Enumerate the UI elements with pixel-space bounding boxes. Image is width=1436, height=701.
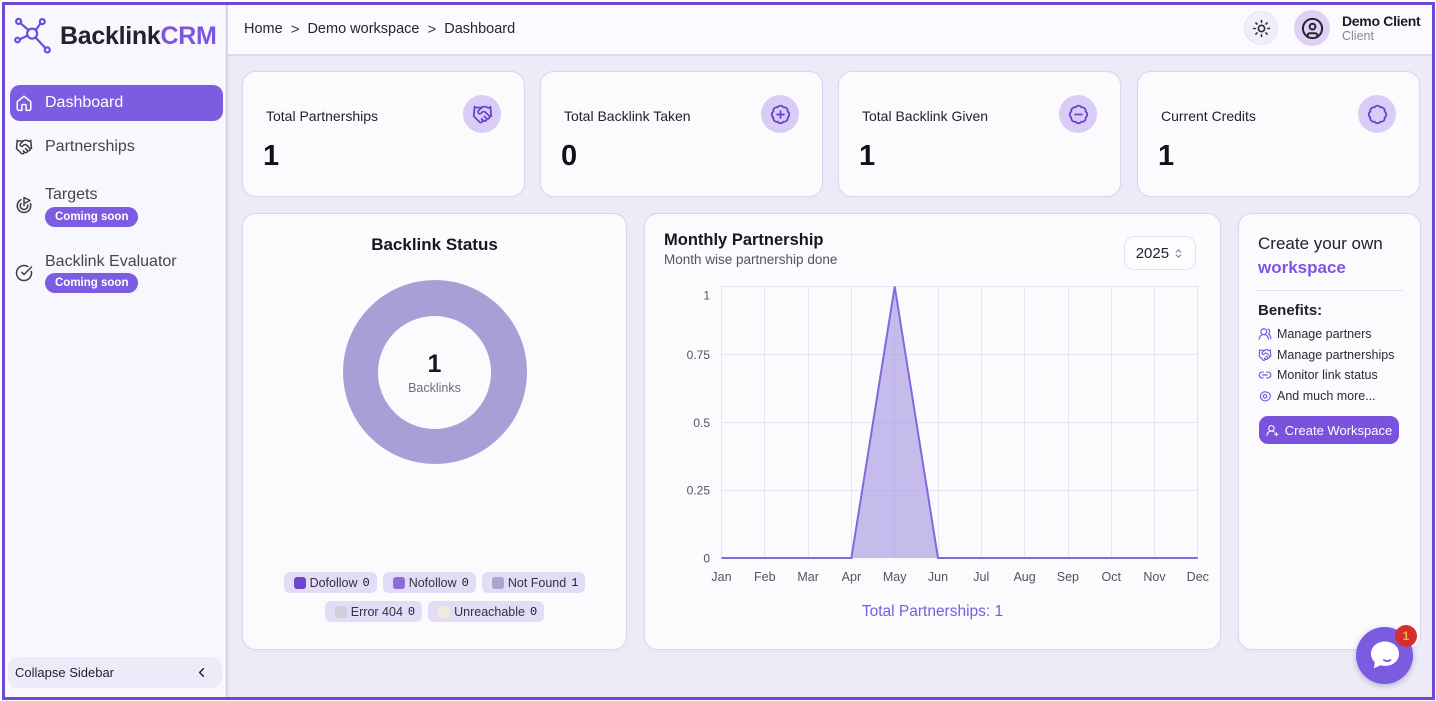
svg-text:Jun: Jun bbox=[928, 570, 948, 584]
svg-text:Oct: Oct bbox=[1101, 570, 1121, 584]
svg-text:May: May bbox=[883, 570, 907, 584]
svg-text:0.75: 0.75 bbox=[687, 348, 711, 362]
svg-text:Dec: Dec bbox=[1187, 570, 1209, 584]
svg-text:Apr: Apr bbox=[842, 570, 861, 584]
svg-text:Sep: Sep bbox=[1057, 570, 1079, 584]
svg-text:0: 0 bbox=[703, 552, 710, 566]
svg-text:Aug: Aug bbox=[1013, 570, 1035, 584]
svg-text:0.25: 0.25 bbox=[687, 484, 711, 498]
svg-text:0.5: 0.5 bbox=[693, 416, 710, 430]
svg-text:Jan: Jan bbox=[711, 570, 731, 584]
svg-text:Mar: Mar bbox=[797, 570, 819, 584]
svg-text:Jul: Jul bbox=[973, 570, 989, 584]
svg-text:Nov: Nov bbox=[1143, 570, 1166, 584]
svg-text:Feb: Feb bbox=[754, 570, 776, 584]
svg-text:1: 1 bbox=[703, 289, 710, 303]
